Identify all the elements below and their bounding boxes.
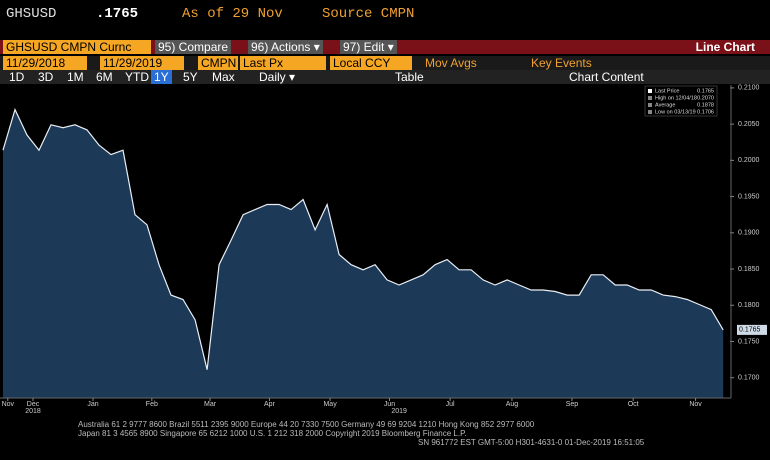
- range-button[interactable]: 1D: [9, 70, 25, 84]
- edit-button[interactable]: 97) Edit ▾: [340, 40, 397, 54]
- range-button[interactable]: 6M: [96, 70, 113, 84]
- y-tick-label: 0.1950: [738, 193, 760, 200]
- legend-swatch: [648, 110, 652, 114]
- compare-button[interactable]: 95) Compare: [155, 40, 232, 54]
- legend-swatch: [648, 96, 652, 100]
- x-tick-label: Oct: [628, 401, 639, 408]
- x-tick-label: Apr: [264, 401, 276, 408]
- last-price-label: 0.1765: [739, 327, 761, 334]
- view-title: Line Chart: [695, 40, 755, 54]
- range-button[interactable]: 1M: [67, 70, 84, 84]
- x-tick-label: Jan: [87, 401, 98, 408]
- chart-content[interactable]: Chart Content: [569, 70, 644, 84]
- field[interactable]: Last Px: [240, 56, 326, 70]
- start-date[interactable]: 11/29/2018: [3, 56, 87, 70]
- range-button[interactable]: 1Y: [151, 70, 172, 84]
- as-of: As of 29 Nov: [182, 6, 283, 22]
- legend-label: High on 12/04/18: [655, 95, 697, 101]
- legend-value: 0.1706: [697, 109, 714, 115]
- legend-value: 0.1765: [697, 88, 714, 94]
- x-tick-label: Jun: [384, 401, 395, 408]
- y-tick-label: 0.2100: [738, 85, 760, 92]
- footer-line: Australia 61 2 9777 8600 Brazil 5511 239…: [78, 420, 535, 429]
- x-tick-label: Nov: [689, 401, 702, 408]
- legend-swatch: [648, 103, 652, 107]
- x-tick-label: Mar: [204, 401, 217, 408]
- legend-label: Last Price: [655, 88, 679, 94]
- y-tick-label: 0.2050: [738, 121, 760, 128]
- legend-label: Average: [655, 102, 675, 108]
- price: .1765: [96, 6, 139, 22]
- end-date[interactable]: 11/29/2019: [100, 56, 184, 70]
- actions-button[interactable]: 96) Actions ▾: [248, 40, 323, 54]
- pricing-source[interactable]: CMPN: [198, 56, 238, 70]
- legend-value: 0.1878: [697, 102, 714, 108]
- y-tick-label: 0.1750: [738, 338, 760, 345]
- legend-swatch: [648, 89, 652, 93]
- currency[interactable]: Local CCY: [330, 56, 412, 70]
- year-label: 2018: [25, 408, 41, 415]
- options-bar: 11/29/2018 11/29/2019 CMPN Last Px Local…: [0, 56, 770, 70]
- range-button[interactable]: 5Y: [183, 70, 198, 84]
- x-tick-label: Sep: [566, 401, 579, 408]
- table-button[interactable]: Table: [395, 70, 424, 84]
- y-tick-label: 0.1800: [738, 302, 760, 309]
- x-tick-label: Jul: [446, 401, 455, 408]
- range-bar: Daily ▾ Table Chart Content 1D 3D 1M 6M YTD 1…: [0, 70, 770, 84]
- x-tick-label: Nov: [2, 401, 15, 408]
- last-price-box: [737, 324, 767, 335]
- legend-value: 0.2070: [697, 95, 714, 101]
- area-fill: [3, 109, 724, 398]
- y-tick-label: 0.1700: [738, 375, 760, 382]
- y-tick-label: 0.1900: [738, 230, 760, 237]
- mov-avgs[interactable]: Mov Avgs: [425, 56, 477, 70]
- year-label: 2019: [391, 408, 407, 415]
- footer-line: Japan 81 3 4565 8900 Singapore 65 6212 1…: [78, 429, 467, 438]
- x-tick-label: Feb: [146, 401, 158, 408]
- range-button[interactable]: Max: [212, 70, 235, 84]
- toolbar: GHSUSD CMPN Curnc 95) Compare 96) Action…: [0, 40, 770, 54]
- chart: 0.1700 0.1750 0.1800 0.1850 0.1900 0.1950 0.20…: [0, 85, 767, 415]
- range-button[interactable]: YTD: [125, 70, 149, 84]
- footer: Australia 61 2 9777 8600 Brazil 5511 239…: [78, 420, 644, 447]
- key-events[interactable]: Key Events: [531, 56, 592, 70]
- price-line: [2, 107, 724, 370]
- y-tick-label: 0.1850: [738, 266, 760, 273]
- ticker: GHSUSD: [6, 6, 57, 22]
- x-tick-label: Dec: [27, 401, 40, 408]
- footer-line: SN 961772 EST GMT-5:00 H301-4631-0 01-De…: [418, 438, 645, 447]
- legend-label: Low on 03/13/19: [655, 109, 696, 115]
- frequency[interactable]: Daily ▾: [259, 70, 296, 84]
- y-tick-label: 0.2000: [738, 157, 760, 164]
- x-tick-label: Aug: [506, 401, 519, 408]
- security-field[interactable]: GHSUSD CMPN Curnc: [3, 40, 151, 54]
- source: Source CMPN: [322, 6, 415, 22]
- legend-box: [644, 85, 718, 117]
- x-tick-label: May: [323, 401, 337, 408]
- range-button[interactable]: 3D: [38, 70, 54, 84]
